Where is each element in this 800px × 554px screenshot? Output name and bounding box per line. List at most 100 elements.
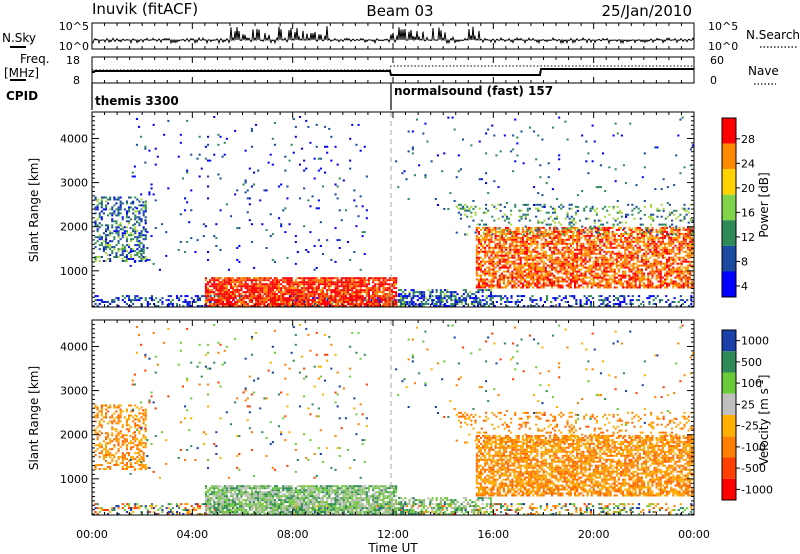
power-cell xyxy=(324,299,327,302)
power-cell xyxy=(563,230,566,233)
power-cell xyxy=(609,256,612,259)
power-cell xyxy=(676,234,679,237)
power-cell xyxy=(538,268,541,271)
power-cell xyxy=(632,240,635,243)
power-cell xyxy=(213,291,216,294)
power-cell xyxy=(636,232,639,235)
power-cell xyxy=(496,270,499,273)
power-cell xyxy=(307,303,310,305)
power-cell xyxy=(599,219,602,222)
power-cell xyxy=(657,286,660,289)
power-cell xyxy=(579,303,582,305)
power-cell xyxy=(475,250,478,253)
power-cell xyxy=(100,242,103,245)
power-cell xyxy=(653,270,656,273)
power-cell xyxy=(594,268,597,271)
power-cell xyxy=(459,203,462,206)
power-cell xyxy=(678,232,681,235)
power-cell xyxy=(474,205,477,208)
power-cell xyxy=(530,244,533,247)
power-cell xyxy=(525,226,528,229)
power-cell xyxy=(634,226,637,229)
power-cell xyxy=(134,218,137,221)
power-cell xyxy=(661,232,664,235)
power-cell xyxy=(658,229,661,232)
power-cell xyxy=(511,254,514,257)
power-cell xyxy=(675,233,678,236)
power-cell xyxy=(494,252,497,255)
power-cell xyxy=(668,211,671,214)
power-cell xyxy=(582,266,585,269)
power-cell xyxy=(125,254,128,257)
power-cell xyxy=(490,291,493,294)
power-cell xyxy=(475,248,478,251)
power-cell xyxy=(536,242,539,245)
power-cell xyxy=(626,274,629,277)
power-cell xyxy=(622,232,625,235)
power-cell xyxy=(622,256,625,259)
power-cell xyxy=(486,228,489,231)
power-cell xyxy=(462,297,465,300)
power-cell xyxy=(559,238,562,241)
power-cell xyxy=(689,264,692,267)
power-cell xyxy=(686,228,689,231)
power-cell xyxy=(647,260,650,263)
power-cell xyxy=(519,268,522,271)
power-cell xyxy=(490,303,493,305)
power-cell xyxy=(590,242,593,245)
power-cell xyxy=(670,270,673,273)
power-cell xyxy=(615,272,618,275)
power-cell xyxy=(207,295,210,298)
power-cell xyxy=(548,272,551,275)
power-cell xyxy=(500,234,503,237)
power-cell xyxy=(569,266,572,269)
power-cell xyxy=(416,295,419,298)
power-cell xyxy=(484,268,487,271)
power-cell xyxy=(347,285,350,288)
power-cell xyxy=(209,295,212,298)
power-cell xyxy=(182,301,185,303)
power-cell xyxy=(459,213,462,216)
power-cell xyxy=(303,285,306,288)
power-cell xyxy=(129,227,132,230)
power-cell xyxy=(538,276,541,279)
power-cell xyxy=(599,264,602,267)
power-cell xyxy=(96,256,99,258)
power-cell xyxy=(523,280,526,283)
power-cell xyxy=(261,277,264,280)
power-cell xyxy=(370,297,373,300)
power-cell xyxy=(689,234,692,237)
power-cell xyxy=(334,303,337,305)
power-cell xyxy=(555,278,558,281)
power-cell xyxy=(655,246,658,249)
power-cell xyxy=(378,287,381,290)
power-cell xyxy=(136,254,139,257)
power-cell xyxy=(338,281,341,284)
power-cell xyxy=(624,232,627,235)
power-cell xyxy=(590,270,593,273)
power-cell xyxy=(666,233,669,236)
power-cell xyxy=(140,135,143,138)
power-cell xyxy=(313,299,316,302)
power-cell xyxy=(573,297,576,300)
power-cell xyxy=(475,236,478,239)
power-cell xyxy=(523,274,526,277)
power-cell xyxy=(494,272,497,275)
power-cell xyxy=(344,291,347,294)
power-cell xyxy=(234,281,237,284)
power-cell xyxy=(661,262,664,265)
power-cell xyxy=(543,219,546,222)
power-cell xyxy=(676,230,679,233)
power-cell xyxy=(657,238,660,241)
power-cell xyxy=(107,198,110,201)
power-cell xyxy=(647,248,650,251)
power-cell xyxy=(102,240,105,243)
power-cell xyxy=(634,240,637,243)
power-cell xyxy=(607,226,610,229)
power-cell xyxy=(257,303,260,305)
power-cell xyxy=(666,272,669,275)
power-cell xyxy=(549,223,552,226)
power-cell xyxy=(488,284,491,287)
power-cell xyxy=(301,301,304,303)
power-cell xyxy=(584,262,587,265)
